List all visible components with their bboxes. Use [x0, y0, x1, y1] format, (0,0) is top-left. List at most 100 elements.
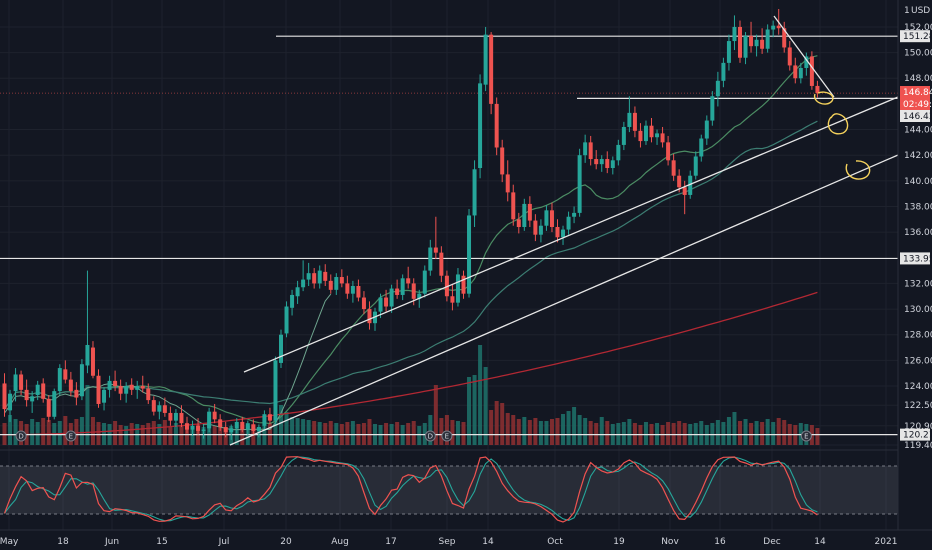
- price-tag-label: 120.21: [903, 431, 932, 441]
- event-marker: [65, 430, 77, 442]
- candle-body: [240, 421, 245, 430]
- candle-body: [273, 360, 278, 421]
- volume-bar: [384, 423, 389, 445]
- candle-body: [737, 26, 742, 58]
- volume-bar: [566, 411, 571, 445]
- candle-body: [295, 287, 300, 297]
- volume-bar: [345, 422, 350, 445]
- lower-trend-line: [229, 154, 899, 446]
- candle-body: [57, 368, 62, 392]
- descending-trend-line: [773, 15, 835, 98]
- candle-body: [561, 229, 566, 238]
- candle-body: [732, 26, 737, 42]
- volume-bar: [478, 345, 483, 445]
- volume-bar: [666, 422, 671, 445]
- time-tick: 20: [280, 537, 292, 547]
- candle-body: [328, 280, 333, 290]
- price-tag: [900, 252, 930, 265]
- horizontal-levels[interactable]: [0, 35, 898, 436]
- price-tick: 128.00: [904, 331, 932, 341]
- candle-body: [400, 278, 405, 295]
- volume-bar: [555, 418, 560, 445]
- volume-bar: [301, 419, 306, 445]
- volume-bar: [527, 420, 532, 445]
- candle-body: [478, 83, 483, 169]
- volume-bar: [616, 423, 621, 445]
- trend-lines[interactable]: [229, 15, 899, 446]
- time-tick: 14: [814, 537, 826, 547]
- price-tick: 138.00: [904, 202, 932, 212]
- candle-body: [522, 203, 527, 227]
- volume-bar: [41, 418, 46, 445]
- volume-bar: [85, 385, 90, 445]
- candle-body: [472, 169, 477, 216]
- candle-body: [632, 112, 637, 131]
- candle-body: [207, 411, 212, 429]
- event-marker-label: D: [18, 433, 23, 441]
- annotation-circle: [827, 113, 849, 135]
- volume-bar: [732, 412, 737, 445]
- volume-bar: [815, 428, 820, 445]
- candle-body: [378, 297, 383, 312]
- annotation-circle: [813, 91, 834, 105]
- candle-body: [798, 67, 803, 79]
- event-marker: [441, 430, 453, 442]
- volume-bar: [306, 420, 311, 445]
- candle-body: [439, 252, 444, 276]
- time-axis[interactable]: May 18 Jun 15 Jul 20 Aug 17 Sep 14 Oct 19 Nov 16 Dec 14…: [0, 529, 932, 547]
- candle-body: [102, 389, 107, 403]
- price-axis-top-label: 1: [904, 6, 910, 16]
- volume-bar: [489, 410, 494, 445]
- candle-body: [267, 414, 272, 421]
- time-tick: May: [0, 537, 19, 547]
- volume-bar: [422, 423, 427, 445]
- candle-body: [63, 369, 68, 380]
- volume-bar: [168, 427, 173, 445]
- volume-bar: [312, 421, 317, 445]
- volume-bar: [290, 417, 295, 445]
- volume-bar: [184, 428, 189, 445]
- candle-body: [301, 279, 306, 288]
- time-tick: Nov: [661, 537, 679, 547]
- price-tick: 120.90: [904, 422, 932, 432]
- candle-body: [494, 103, 499, 148]
- volume-bar: [572, 407, 577, 445]
- volume-bar: [461, 422, 466, 445]
- volume-bar: [544, 421, 549, 445]
- volume-bar: [234, 428, 239, 445]
- volume-bar: [334, 423, 339, 445]
- volume-bar: [472, 375, 477, 445]
- volume-bar: [173, 423, 178, 445]
- volume-bar: [627, 419, 632, 445]
- volume-bar: [483, 367, 488, 445]
- candle-body: [323, 271, 328, 281]
- volume-bar: [754, 421, 759, 445]
- volume-bar: [516, 419, 521, 445]
- candle-body: [721, 62, 726, 81]
- volume-bar: [8, 415, 13, 445]
- candle-body: [162, 405, 167, 413]
- time-tick: Jun: [104, 537, 119, 547]
- candle-body: [68, 379, 73, 392]
- candle-body: [616, 144, 621, 161]
- volume-bar: [90, 417, 95, 445]
- candle-body: [765, 29, 770, 49]
- price-tick: 142.00: [904, 151, 932, 161]
- candle-body: [461, 275, 466, 294]
- price-tag-label: 146.84: [903, 88, 932, 98]
- volume-bar: [207, 423, 212, 445]
- ma-lower-line: [4, 293, 332, 431]
- time-tick: Sep: [439, 537, 456, 547]
- candle-body: [544, 210, 549, 226]
- candle-body: [234, 421, 239, 429]
- volume-bar: [671, 423, 676, 445]
- candle-body: [339, 277, 344, 284]
- candle-body: [428, 247, 433, 271]
- volume-bar: [245, 426, 250, 445]
- time-tick: 18: [57, 537, 69, 547]
- volume-bar: [96, 422, 101, 445]
- freehand-annotations[interactable]: [813, 91, 871, 180]
